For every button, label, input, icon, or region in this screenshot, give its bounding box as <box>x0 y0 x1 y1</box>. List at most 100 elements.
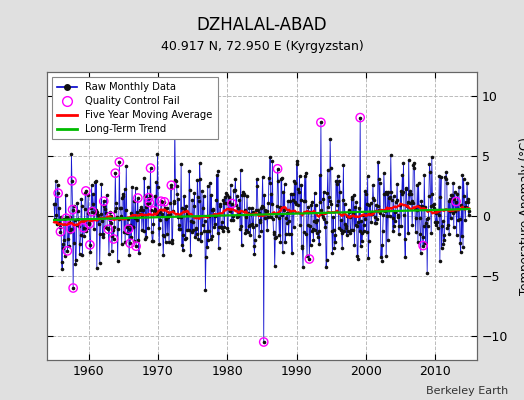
Point <box>439 218 447 224</box>
Point <box>138 212 147 218</box>
Point <box>455 216 464 222</box>
Point <box>328 228 336 234</box>
Point <box>377 254 385 260</box>
Point <box>434 208 442 214</box>
Point <box>322 257 331 263</box>
Point <box>228 200 236 207</box>
Point <box>54 190 62 196</box>
Point <box>388 197 396 203</box>
Point <box>331 232 339 239</box>
Point <box>136 206 144 213</box>
Point <box>83 225 91 232</box>
Point <box>411 206 419 212</box>
Point <box>247 210 255 217</box>
Point <box>220 200 228 206</box>
Point <box>230 188 238 194</box>
Point <box>371 220 379 226</box>
Point <box>339 162 347 168</box>
Point <box>93 265 101 272</box>
Point <box>376 210 385 216</box>
Point <box>198 188 206 194</box>
Point <box>332 178 340 184</box>
Point <box>313 216 322 223</box>
Point <box>236 167 245 174</box>
Point <box>134 195 142 201</box>
Point <box>190 202 198 209</box>
Point <box>342 225 351 232</box>
Point <box>103 225 112 231</box>
Point <box>449 210 457 216</box>
Point <box>109 227 117 233</box>
Point <box>429 205 438 212</box>
Point <box>192 226 200 233</box>
Point <box>204 237 213 244</box>
Point <box>286 209 294 216</box>
Point <box>183 226 191 233</box>
Point <box>450 223 458 230</box>
Point <box>54 190 62 196</box>
Point <box>446 208 454 215</box>
Point <box>268 158 277 165</box>
Point <box>139 206 147 213</box>
Point <box>56 224 64 230</box>
Point <box>264 200 272 206</box>
Point <box>134 237 143 244</box>
Point <box>352 198 361 205</box>
Point <box>162 205 171 211</box>
Point <box>432 210 441 217</box>
Point <box>267 191 276 198</box>
Point <box>126 222 134 228</box>
Text: 40.917 N, 72.950 E (Kyrgyzstan): 40.917 N, 72.950 E (Kyrgyzstan) <box>161 40 363 53</box>
Point <box>185 167 193 174</box>
Point <box>88 208 96 215</box>
Point <box>97 211 105 217</box>
Point <box>78 252 86 258</box>
Point <box>103 192 111 198</box>
Point <box>64 218 73 225</box>
Point <box>347 226 355 233</box>
Point <box>444 222 452 228</box>
Point <box>189 226 197 233</box>
Point <box>233 214 242 220</box>
Point <box>224 228 232 234</box>
Point <box>68 206 77 213</box>
Point <box>58 259 66 265</box>
Point <box>441 174 449 180</box>
Point <box>255 233 263 240</box>
Point <box>440 237 449 244</box>
Point <box>303 253 311 260</box>
Point <box>85 221 93 227</box>
Point <box>60 216 68 222</box>
Point <box>126 240 135 246</box>
Point <box>324 166 332 173</box>
Point <box>166 200 174 206</box>
Point <box>254 207 262 214</box>
Point <box>291 199 299 205</box>
Point <box>266 154 274 160</box>
Point <box>230 186 238 193</box>
Point <box>235 209 243 216</box>
Point <box>446 214 455 221</box>
Point <box>208 206 216 213</box>
Point <box>320 188 328 195</box>
Point <box>261 215 269 221</box>
Point <box>264 214 272 220</box>
Point <box>159 252 168 258</box>
Point <box>304 208 313 215</box>
Point <box>265 180 274 186</box>
Point <box>243 193 251 199</box>
Point <box>421 239 430 246</box>
Point <box>90 210 99 216</box>
Point <box>164 212 172 218</box>
Point <box>410 164 418 171</box>
Point <box>145 194 153 201</box>
Point <box>52 178 60 184</box>
Point <box>263 227 271 234</box>
Point <box>71 217 79 223</box>
Point <box>329 214 337 220</box>
Point <box>442 169 451 176</box>
Point <box>72 257 80 263</box>
Point <box>58 266 67 272</box>
Point <box>275 232 283 238</box>
Point <box>68 178 76 184</box>
